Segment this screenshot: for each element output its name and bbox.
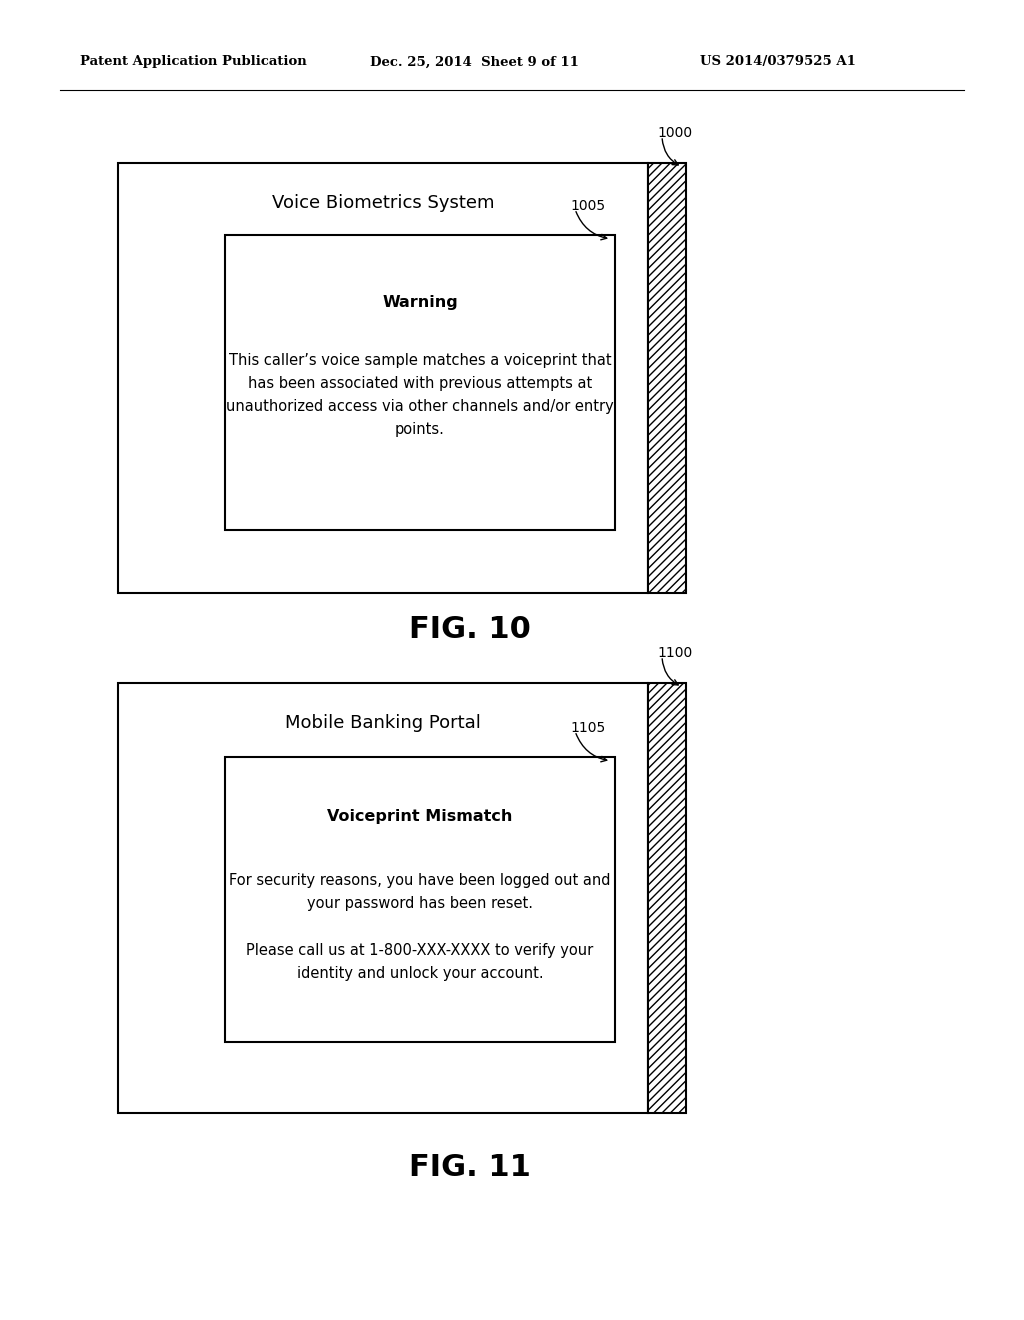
Bar xyxy=(225,756,615,1041)
Text: US 2014/0379525 A1: US 2014/0379525 A1 xyxy=(700,55,856,69)
Text: Voice Biometrics System: Voice Biometrics System xyxy=(271,194,495,213)
Text: Warning: Warning xyxy=(382,296,458,310)
Bar xyxy=(118,682,648,1113)
Text: 1100: 1100 xyxy=(657,645,692,660)
Bar xyxy=(118,162,648,593)
Text: For security reasons, you have been logged out and
your password has been reset.: For security reasons, you have been logg… xyxy=(229,873,610,911)
Text: FIG. 11: FIG. 11 xyxy=(409,1154,530,1183)
Text: 1105: 1105 xyxy=(570,721,605,735)
Text: 1000: 1000 xyxy=(657,125,692,140)
Text: 1005: 1005 xyxy=(570,199,605,213)
Bar xyxy=(648,162,686,593)
Text: Dec. 25, 2014  Sheet 9 of 11: Dec. 25, 2014 Sheet 9 of 11 xyxy=(370,55,579,69)
Bar xyxy=(225,235,615,531)
Text: Patent Application Publication: Patent Application Publication xyxy=(80,55,307,69)
Text: Voiceprint Mismatch: Voiceprint Mismatch xyxy=(328,809,513,825)
Text: Please call us at 1-800-XXX-XXXX to verify your
identity and unlock your account: Please call us at 1-800-XXX-XXXX to veri… xyxy=(247,942,594,981)
Text: Mobile Banking Portal: Mobile Banking Portal xyxy=(285,714,481,733)
Text: This caller’s voice sample matches a voiceprint that
has been associated with pr: This caller’s voice sample matches a voi… xyxy=(226,354,613,437)
Bar xyxy=(648,682,686,1113)
Text: FIG. 10: FIG. 10 xyxy=(409,615,530,644)
